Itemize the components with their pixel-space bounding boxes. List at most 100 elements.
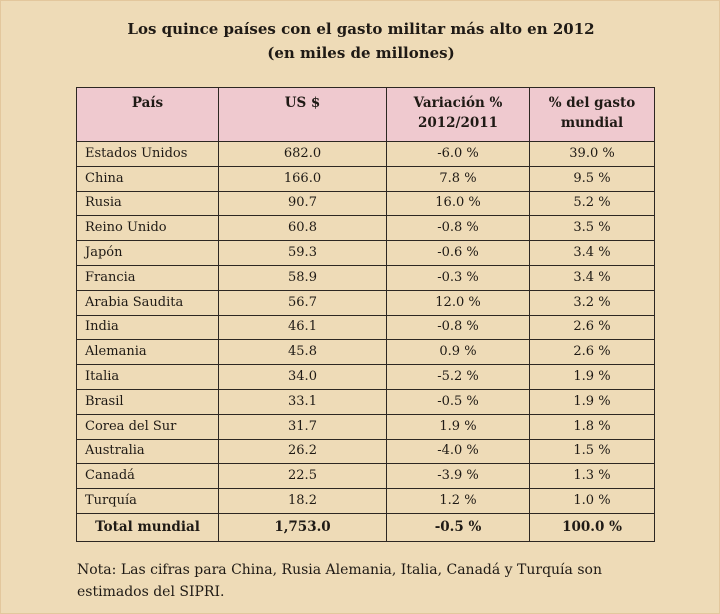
military-spending-table-wrapper: País US $ Variación % 2012/2011 % del ga… [76, 87, 655, 542]
table-row: Francia 58.9 -0.3 % 3.4 % [76, 264, 655, 291]
share-cell: 3.4 % [529, 240, 655, 266]
share-cell: 1.5 % [529, 438, 655, 465]
variation-cell: -4.0 % [386, 438, 530, 465]
page-title: Los quince países con el gasto militar m… [127, 20, 595, 38]
table-header-row: País US $ Variación % 2012/2011 % del ga… [76, 87, 655, 142]
country-cell: Arabia Saudita [76, 289, 219, 316]
spending-cell: 682.0 [218, 141, 387, 167]
share-cell: 3.5 % [529, 215, 655, 242]
share-cell: 3.4 % [529, 264, 655, 291]
table-row: Alemania 45.8 0.9 % 2.6 % [76, 339, 655, 366]
table-row: Canadá 22.5 -3.9 % 1.3 % [76, 463, 655, 490]
column-header-us-dollars: US $ [218, 87, 387, 142]
share-cell: 5.2 % [529, 190, 655, 217]
share-cell: 1.9 % [529, 364, 655, 390]
variation-cell: 7.8 % [386, 165, 530, 192]
spending-cell: 33.1 [218, 388, 387, 415]
share-cell: 9.5 % [529, 165, 655, 192]
variation-cell: -6.0 % [386, 141, 530, 167]
spending-cell: 34.0 [218, 364, 387, 390]
column-header-country-label: País [131, 95, 164, 111]
table-row: Corea del Sur 31.7 1.9 % 1.8 % [76, 413, 655, 440]
column-header-us-dollars-label: US $ [284, 95, 321, 111]
table-note: Nota: Las cifras para China, Rusia Alema… [77, 559, 717, 603]
table-row: India 46.1 -0.8 % 2.6 % [76, 314, 655, 341]
spending-cell: 90.7 [218, 190, 387, 217]
country-cell: Alemania [76, 339, 219, 366]
share-cell: 1.0 % [529, 488, 655, 514]
total-share-cell: 100.0 % [529, 512, 655, 542]
spending-cell: 56.7 [218, 289, 387, 316]
column-header-world-share-line2: mundial [560, 115, 624, 131]
country-cell: China [76, 165, 219, 192]
country-cell: Corea del Sur [76, 413, 219, 440]
country-cell: Estados Unidos [76, 141, 219, 167]
country-cell: India [76, 314, 219, 341]
table-row: Arabia Saudita 56.7 12.0 % 3.2 % [76, 289, 655, 316]
variation-cell: -3.9 % [386, 463, 530, 490]
country-cell: Australia [76, 438, 219, 465]
column-header-country: País [76, 87, 219, 142]
country-cell: Turquía [76, 488, 219, 514]
variation-cell: -0.8 % [386, 215, 530, 242]
country-cell: Italia [76, 364, 219, 390]
variation-cell: 1.2 % [386, 488, 530, 514]
country-cell: Japón [76, 240, 219, 266]
country-cell: Reino Unido [76, 215, 219, 242]
spending-cell: 59.3 [218, 240, 387, 266]
share-cell: 1.3 % [529, 463, 655, 490]
spending-cell: 166.0 [218, 165, 387, 192]
share-cell: 3.2 % [529, 289, 655, 316]
share-cell: 2.6 % [529, 339, 655, 366]
table-row: China 166.0 7.8 % 9.5 % [76, 165, 655, 192]
variation-cell: -0.6 % [386, 240, 530, 266]
column-header-world-share-line1: % del gasto [548, 95, 636, 111]
table-row: Turquía 18.2 1.2 % 1.0 % [76, 488, 655, 514]
spending-cell: 60.8 [218, 215, 387, 242]
variation-cell: -0.5 % [386, 388, 530, 415]
share-cell: 1.9 % [529, 388, 655, 415]
column-header-variation-line1: Variación % [413, 95, 503, 111]
variation-cell: 0.9 % [386, 339, 530, 366]
column-header-variation: Variación % 2012/2011 [386, 87, 530, 142]
variation-cell: -5.2 % [386, 364, 530, 390]
country-cell: Brasil [76, 388, 219, 415]
variation-cell: -0.8 % [386, 314, 530, 341]
total-spending-cell: 1,753.0 [218, 512, 387, 542]
variation-cell: 16.0 % [386, 190, 530, 217]
military-spending-table: País US $ Variación % 2012/2011 % del ga… [76, 87, 655, 542]
table-row: Italia 34.0 -5.2 % 1.9 % [76, 364, 655, 390]
variation-cell: 1.9 % [386, 413, 530, 440]
total-label-cell: Total mundial [76, 512, 219, 542]
country-cell: Rusia [76, 190, 219, 217]
spending-cell: 46.1 [218, 314, 387, 341]
variation-cell: 12.0 % [386, 289, 530, 316]
total-variation-cell: -0.5 % [386, 512, 530, 542]
title-block: Los quince países con el gasto militar m… [1, 19, 720, 63]
table-row: Rusia 90.7 16.0 % 5.2 % [76, 190, 655, 217]
column-header-world-share: % del gasto mundial [529, 87, 655, 142]
table-row: Estados Unidos 682.0 -6.0 % 39.0 % [76, 141, 655, 167]
table-body: Estados Unidos 682.0 -6.0 % 39.0 % China… [76, 141, 655, 542]
spending-cell: 22.5 [218, 463, 387, 490]
spending-cell: 58.9 [218, 264, 387, 291]
spending-cell: 45.8 [218, 339, 387, 366]
table-row: Australia 26.2 -4.0 % 1.5 % [76, 438, 655, 465]
page-subtitle: (en miles de millones) [267, 44, 455, 62]
table-row: Reino Unido 60.8 -0.8 % 3.5 % [76, 215, 655, 242]
table-total-row: Total mundial 1,753.0 -0.5 % 100.0 % [76, 512, 655, 542]
share-cell: 2.6 % [529, 314, 655, 341]
column-header-variation-line2: 2012/2011 [417, 115, 499, 131]
spending-cell: 26.2 [218, 438, 387, 465]
country-cell: Francia [76, 264, 219, 291]
variation-cell: -0.3 % [386, 264, 530, 291]
spending-cell: 18.2 [218, 488, 387, 514]
note-line-1: Nota: Las cifras para China, Rusia Alema… [77, 562, 602, 578]
spending-cell: 31.7 [218, 413, 387, 440]
share-cell: 39.0 % [529, 141, 655, 167]
table-row: Brasil 33.1 -0.5 % 1.9 % [76, 388, 655, 415]
table-row: Japón 59.3 -0.6 % 3.4 % [76, 240, 655, 266]
note-line-2: estimados del SIPRI. [77, 584, 225, 600]
country-cell: Canadá [76, 463, 219, 490]
